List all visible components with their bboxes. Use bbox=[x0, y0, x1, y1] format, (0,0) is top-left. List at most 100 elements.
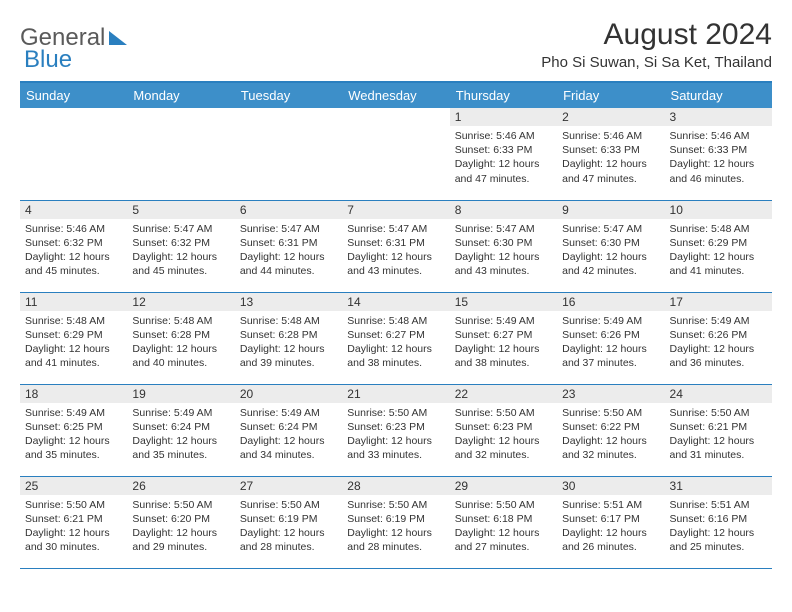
col-monday: Monday bbox=[127, 82, 234, 108]
sunset-text: Sunset: 6:25 PM bbox=[25, 420, 122, 434]
sunset-text: Sunset: 6:27 PM bbox=[347, 328, 444, 342]
daylight-text: Daylight: 12 hours and 38 minutes. bbox=[455, 342, 552, 370]
day-details: Sunrise: 5:50 AMSunset: 6:19 PMDaylight:… bbox=[342, 495, 449, 559]
col-sunday: Sunday bbox=[20, 82, 127, 108]
day-number: 8 bbox=[450, 201, 557, 219]
calendar-cell: 4Sunrise: 5:46 AMSunset: 6:32 PMDaylight… bbox=[20, 200, 127, 292]
sunrise-text: Sunrise: 5:49 AM bbox=[132, 406, 229, 420]
daylight-text: Daylight: 12 hours and 45 minutes. bbox=[25, 250, 122, 278]
day-number: 4 bbox=[20, 201, 127, 219]
col-friday: Friday bbox=[557, 82, 664, 108]
sunset-text: Sunset: 6:29 PM bbox=[25, 328, 122, 342]
calendar-cell: 10Sunrise: 5:48 AMSunset: 6:29 PMDayligh… bbox=[665, 200, 772, 292]
day-details: Sunrise: 5:50 AMSunset: 6:19 PMDaylight:… bbox=[235, 495, 342, 559]
daylight-text: Daylight: 12 hours and 32 minutes. bbox=[455, 434, 552, 462]
day-details: Sunrise: 5:50 AMSunset: 6:21 PMDaylight:… bbox=[665, 403, 772, 467]
sunset-text: Sunset: 6:23 PM bbox=[347, 420, 444, 434]
calendar-cell: 13Sunrise: 5:48 AMSunset: 6:28 PMDayligh… bbox=[235, 292, 342, 384]
day-number: 5 bbox=[127, 201, 234, 219]
calendar-cell: 21Sunrise: 5:50 AMSunset: 6:23 PMDayligh… bbox=[342, 384, 449, 476]
calendar-cell bbox=[235, 108, 342, 200]
sunset-text: Sunset: 6:21 PM bbox=[670, 420, 767, 434]
sunset-text: Sunset: 6:33 PM bbox=[670, 143, 767, 157]
sunset-text: Sunset: 6:33 PM bbox=[455, 143, 552, 157]
sunrise-text: Sunrise: 5:50 AM bbox=[240, 498, 337, 512]
daylight-text: Daylight: 12 hours and 44 minutes. bbox=[240, 250, 337, 278]
daylight-text: Daylight: 12 hours and 32 minutes. bbox=[562, 434, 659, 462]
calendar-cell: 26Sunrise: 5:50 AMSunset: 6:20 PMDayligh… bbox=[127, 476, 234, 568]
day-details: Sunrise: 5:49 AMSunset: 6:25 PMDaylight:… bbox=[20, 403, 127, 467]
day-number: 22 bbox=[450, 385, 557, 403]
calendar-cell: 14Sunrise: 5:48 AMSunset: 6:27 PMDayligh… bbox=[342, 292, 449, 384]
sunrise-text: Sunrise: 5:48 AM bbox=[670, 222, 767, 236]
day-details: Sunrise: 5:49 AMSunset: 6:26 PMDaylight:… bbox=[557, 311, 664, 375]
sunset-text: Sunset: 6:22 PM bbox=[562, 420, 659, 434]
sunrise-text: Sunrise: 5:50 AM bbox=[132, 498, 229, 512]
calendar-cell bbox=[20, 108, 127, 200]
calendar-cell: 11Sunrise: 5:48 AMSunset: 6:29 PMDayligh… bbox=[20, 292, 127, 384]
daylight-text: Daylight: 12 hours and 28 minutes. bbox=[347, 526, 444, 554]
day-number: 23 bbox=[557, 385, 664, 403]
daylight-text: Daylight: 12 hours and 41 minutes. bbox=[25, 342, 122, 370]
calendar-cell: 19Sunrise: 5:49 AMSunset: 6:24 PMDayligh… bbox=[127, 384, 234, 476]
day-details: Sunrise: 5:50 AMSunset: 6:20 PMDaylight:… bbox=[127, 495, 234, 559]
day-details: Sunrise: 5:48 AMSunset: 6:27 PMDaylight:… bbox=[342, 311, 449, 375]
col-tuesday: Tuesday bbox=[235, 82, 342, 108]
sunrise-text: Sunrise: 5:51 AM bbox=[562, 498, 659, 512]
day-details: Sunrise: 5:50 AMSunset: 6:18 PMDaylight:… bbox=[450, 495, 557, 559]
sunrise-text: Sunrise: 5:47 AM bbox=[562, 222, 659, 236]
calendar-cell: 30Sunrise: 5:51 AMSunset: 6:17 PMDayligh… bbox=[557, 476, 664, 568]
day-number: 18 bbox=[20, 385, 127, 403]
day-details: Sunrise: 5:50 AMSunset: 6:21 PMDaylight:… bbox=[20, 495, 127, 559]
sunrise-text: Sunrise: 5:48 AM bbox=[132, 314, 229, 328]
sunrise-text: Sunrise: 5:50 AM bbox=[347, 498, 444, 512]
sunrise-text: Sunrise: 5:47 AM bbox=[455, 222, 552, 236]
sunset-text: Sunset: 6:26 PM bbox=[670, 328, 767, 342]
daylight-text: Daylight: 12 hours and 43 minutes. bbox=[347, 250, 444, 278]
day-number: 28 bbox=[342, 477, 449, 495]
sunset-text: Sunset: 6:18 PM bbox=[455, 512, 552, 526]
daylight-text: Daylight: 12 hours and 36 minutes. bbox=[670, 342, 767, 370]
calendar-table: Sunday Monday Tuesday Wednesday Thursday… bbox=[20, 81, 772, 569]
day-details: Sunrise: 5:50 AMSunset: 6:23 PMDaylight:… bbox=[450, 403, 557, 467]
day-number: 7 bbox=[342, 201, 449, 219]
sunrise-text: Sunrise: 5:50 AM bbox=[562, 406, 659, 420]
header: General August 2024 Pho Si Suwan, Si Sa … bbox=[20, 18, 772, 71]
calendar-cell: 2Sunrise: 5:46 AMSunset: 6:33 PMDaylight… bbox=[557, 108, 664, 200]
sunset-text: Sunset: 6:33 PM bbox=[562, 143, 659, 157]
day-number: 15 bbox=[450, 293, 557, 311]
day-details: Sunrise: 5:49 AMSunset: 6:24 PMDaylight:… bbox=[235, 403, 342, 467]
col-wednesday: Wednesday bbox=[342, 82, 449, 108]
daylight-text: Daylight: 12 hours and 47 minutes. bbox=[455, 157, 552, 185]
month-title: August 2024 bbox=[541, 18, 772, 52]
day-header-row: Sunday Monday Tuesday Wednesday Thursday… bbox=[20, 82, 772, 108]
day-number: 16 bbox=[557, 293, 664, 311]
day-details: Sunrise: 5:50 AMSunset: 6:23 PMDaylight:… bbox=[342, 403, 449, 467]
day-number: 30 bbox=[557, 477, 664, 495]
sunrise-text: Sunrise: 5:46 AM bbox=[25, 222, 122, 236]
sunset-text: Sunset: 6:19 PM bbox=[240, 512, 337, 526]
daylight-text: Daylight: 12 hours and 40 minutes. bbox=[132, 342, 229, 370]
logo-triangle-icon bbox=[109, 31, 127, 45]
sunrise-text: Sunrise: 5:49 AM bbox=[670, 314, 767, 328]
daylight-text: Daylight: 12 hours and 27 minutes. bbox=[455, 526, 552, 554]
day-number: 31 bbox=[665, 477, 772, 495]
location-text: Pho Si Suwan, Si Sa Ket, Thailand bbox=[541, 54, 772, 71]
daylight-text: Daylight: 12 hours and 35 minutes. bbox=[25, 434, 122, 462]
calendar-cell: 3Sunrise: 5:46 AMSunset: 6:33 PMDaylight… bbox=[665, 108, 772, 200]
sunrise-text: Sunrise: 5:51 AM bbox=[670, 498, 767, 512]
calendar-cell: 24Sunrise: 5:50 AMSunset: 6:21 PMDayligh… bbox=[665, 384, 772, 476]
sunrise-text: Sunrise: 5:47 AM bbox=[347, 222, 444, 236]
daylight-text: Daylight: 12 hours and 41 minutes. bbox=[670, 250, 767, 278]
day-number: 9 bbox=[557, 201, 664, 219]
sunset-text: Sunset: 6:30 PM bbox=[562, 236, 659, 250]
sunrise-text: Sunrise: 5:49 AM bbox=[455, 314, 552, 328]
sunrise-text: Sunrise: 5:49 AM bbox=[562, 314, 659, 328]
sunset-text: Sunset: 6:20 PM bbox=[132, 512, 229, 526]
logo-text-2: Blue bbox=[24, 46, 72, 73]
sunset-text: Sunset: 6:31 PM bbox=[347, 236, 444, 250]
sunset-text: Sunset: 6:28 PM bbox=[240, 328, 337, 342]
sunrise-text: Sunrise: 5:46 AM bbox=[562, 129, 659, 143]
sunset-text: Sunset: 6:30 PM bbox=[455, 236, 552, 250]
day-details: Sunrise: 5:47 AMSunset: 6:32 PMDaylight:… bbox=[127, 219, 234, 283]
